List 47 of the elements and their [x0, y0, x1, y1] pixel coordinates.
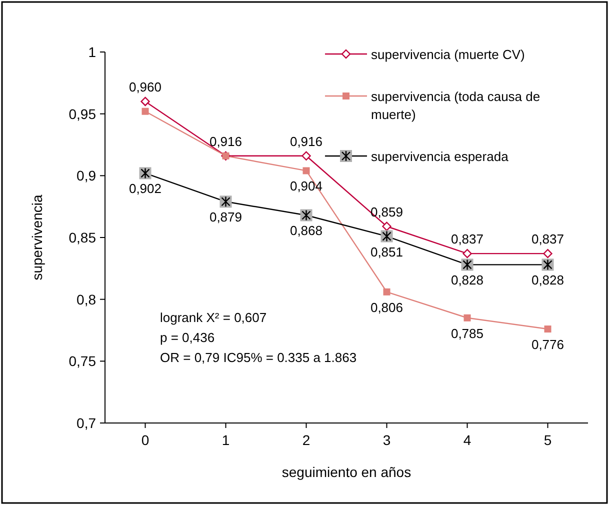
x-tick-label: 4	[463, 432, 472, 448]
legend-label: supervivencia (toda causa de muerte)	[371, 89, 540, 122]
x-tick-label: 0	[141, 432, 150, 448]
data-label: 0,837	[531, 232, 564, 247]
data-label: 0,806	[370, 300, 404, 315]
x-tick-label: 1	[222, 432, 230, 448]
y-tick-label: 0,7	[76, 415, 96, 431]
x-tick-label: 3	[382, 432, 391, 448]
y-tick-label: 0,75	[68, 353, 96, 370]
y-tick-label: 0,8	[76, 291, 96, 308]
y-axis-title: supervivencia	[29, 194, 45, 280]
point	[383, 288, 390, 296]
data-label: 0,851	[370, 244, 404, 260]
y-tick-label: 0,95	[68, 106, 96, 122]
data-label: 0,776	[531, 337, 564, 352]
x-axis-title: seguimiento en años	[282, 464, 412, 480]
point	[543, 248, 552, 258]
point	[302, 151, 311, 160]
annotation: logrank X² = 0,607	[160, 310, 267, 325]
point	[464, 314, 471, 322]
y-tick-label: 0,9	[76, 168, 96, 184]
data-label: 0,837	[450, 232, 484, 247]
data-label: 0,902	[128, 181, 162, 196]
data-label: 0,859	[370, 204, 404, 220]
x-tick-label: 2	[302, 432, 310, 448]
data-label: 0,828	[450, 272, 484, 288]
point	[462, 248, 472, 258]
data-label: 0,916	[209, 134, 242, 149]
data-label: 0,785	[450, 326, 484, 341]
annotation: p = 0,436	[160, 330, 215, 345]
y-tick-label: 0,85	[68, 230, 96, 246]
annotation: OR = 0,79 IC95% = 0.335 a 1.863	[160, 350, 357, 365]
x-tick-label: 5	[544, 432, 552, 448]
point	[142, 108, 149, 115]
legend-label: supervivencia (muerte CV)	[371, 47, 525, 62]
data-label: 0,916	[290, 134, 323, 149]
point	[382, 222, 392, 231]
point	[140, 96, 150, 106]
y-tick-label: 1	[88, 44, 96, 60]
data-label: 0,879	[209, 210, 242, 225]
point	[544, 326, 552, 333]
data-label: 0,828	[531, 272, 564, 288]
point	[302, 167, 310, 174]
legend-label: supervivencia esperada	[371, 149, 510, 164]
data-label: 0,960	[128, 79, 162, 94]
data-label: 0,904	[290, 178, 323, 194]
data-label: 0,868	[290, 223, 323, 238]
